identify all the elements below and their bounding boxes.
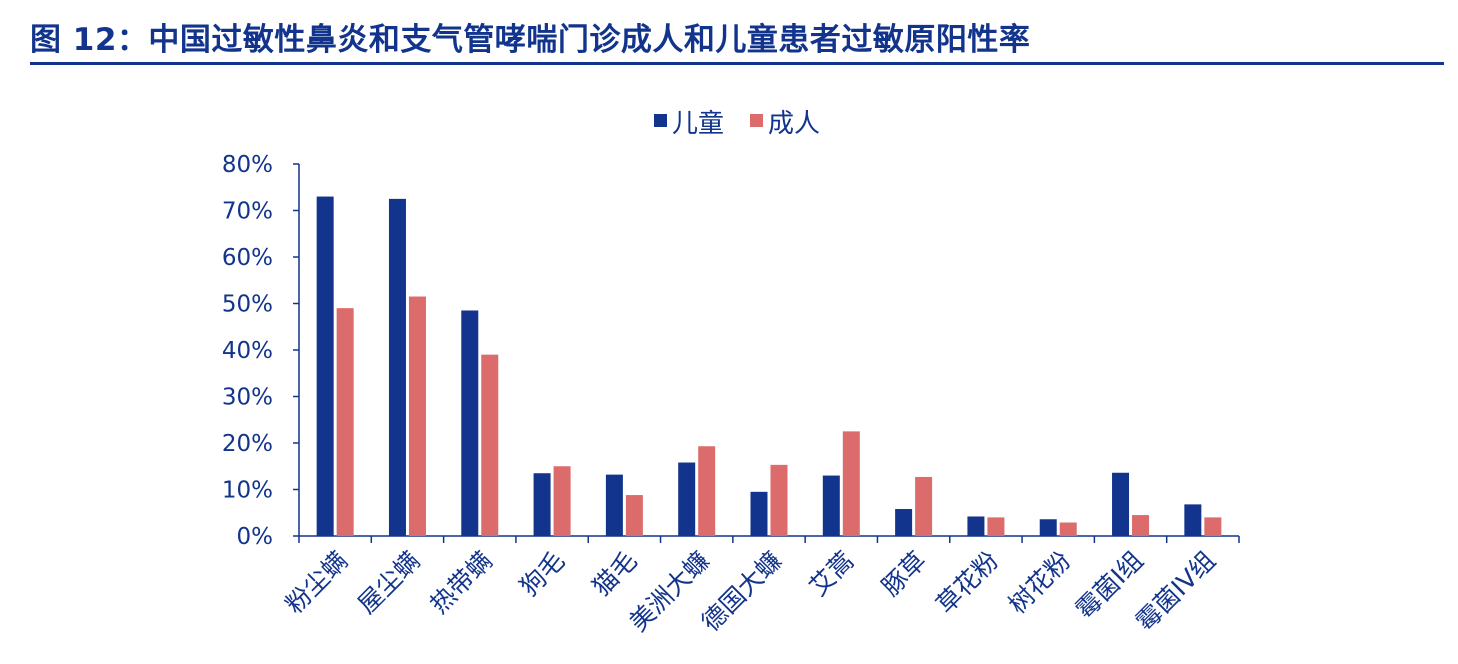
bar-series: [316, 196, 1222, 537]
x-category-label: 粉尘螨: [280, 546, 354, 620]
bar-children: [316, 196, 334, 537]
chart-legend: 儿童 成人: [654, 109, 820, 139]
bar-children: [750, 491, 768, 536]
x-category-label: 霉菌IV组: [1130, 546, 1221, 637]
bar-adults: [553, 466, 571, 536]
legend-swatch-adults: [750, 114, 763, 127]
y-tick-label: 10%: [222, 478, 273, 504]
x-category-label: 狗毛: [514, 546, 570, 602]
bar-children: [605, 474, 623, 536]
bar-adults: [842, 431, 860, 536]
bar-children: [461, 310, 479, 536]
bar-adults: [481, 354, 499, 536]
bar-children: [895, 509, 913, 536]
x-category-label: 豚草: [876, 546, 932, 602]
bar-children: [1184, 504, 1202, 536]
bar-adults: [336, 308, 354, 536]
y-tick-label: 30%: [222, 385, 273, 411]
y-tick-label: 70%: [222, 199, 273, 225]
bar-adults: [1204, 517, 1222, 536]
y-tick-label: 20%: [222, 431, 273, 457]
bar-children: [822, 475, 840, 536]
x-category-label: 热带螨: [424, 546, 498, 620]
legend-swatch-children: [654, 114, 667, 127]
bar-children: [1112, 472, 1130, 536]
bar-adults: [408, 296, 426, 536]
bar-adults: [915, 476, 933, 536]
x-category-label: 猫毛: [587, 546, 643, 602]
y-tick-label: 50%: [222, 292, 273, 318]
x-category-label: 德国大蠊: [696, 546, 787, 637]
x-category-label: 美洲大蠊: [624, 546, 715, 637]
y-tick-label: 0%: [237, 524, 274, 550]
x-category-label: 艾蒿: [804, 546, 860, 602]
bar-adults: [1132, 515, 1150, 536]
x-category-label: 草花粉: [931, 546, 1005, 620]
legend-label-adults: 成人: [768, 109, 820, 139]
y-tick-label: 40%: [222, 338, 273, 364]
bar-adults: [770, 464, 788, 536]
x-category-label: 树花粉: [1003, 546, 1077, 620]
x-category-label: 屋尘螨: [352, 546, 426, 620]
bar-children: [533, 473, 551, 536]
y-tick-label: 60%: [222, 245, 273, 271]
bar-adults: [625, 495, 643, 536]
bar-children: [1039, 519, 1057, 536]
bar-adults: [987, 517, 1005, 536]
y-axis: 0% 10% 20% 30% 40% 50% 60% 70% 80%: [222, 152, 300, 550]
title-underline: [30, 62, 1444, 65]
figure-title: 图 12：中国过敏性鼻炎和支气管哮喘门诊成人和儿童患者过敏原阳性率: [30, 22, 1031, 58]
bar-children: [678, 462, 696, 536]
y-tick-label: 80%: [222, 152, 273, 178]
legend-label-children: 儿童: [672, 109, 724, 139]
bar-children: [388, 198, 406, 536]
bar-children: [967, 516, 985, 536]
bar-adults: [698, 446, 716, 536]
bar-adults: [1059, 522, 1077, 536]
